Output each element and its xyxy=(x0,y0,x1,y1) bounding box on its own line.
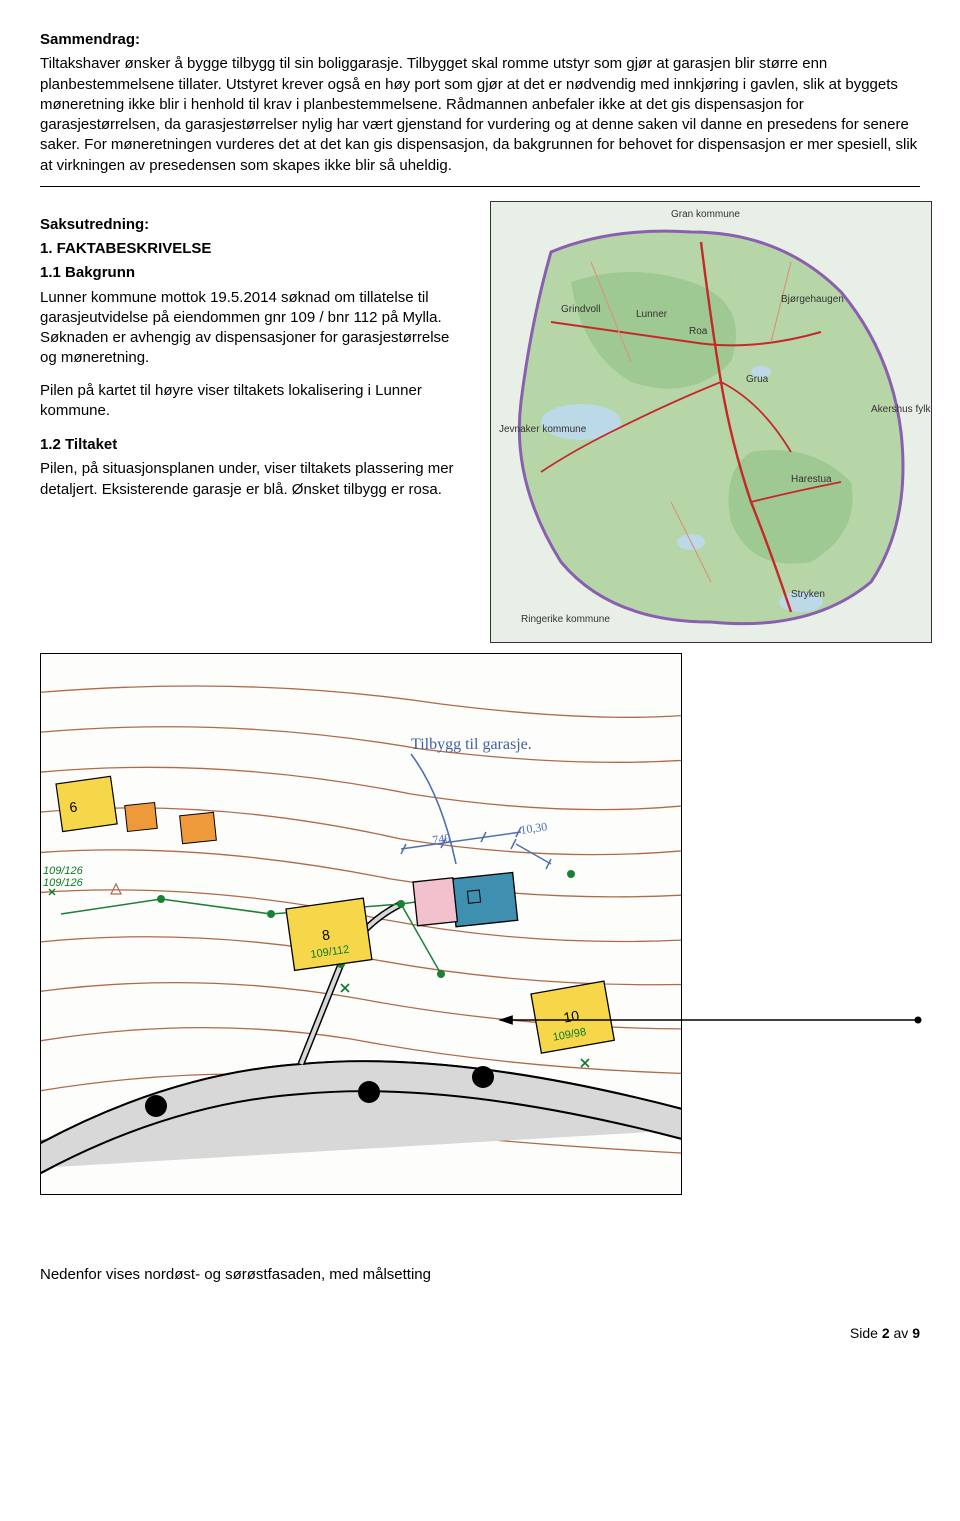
right-column: Grua Roa Lunner Harestua Stryken Grindvo… xyxy=(490,201,932,643)
map-label-grua: Grua xyxy=(746,374,769,385)
map-label-gran: Gran kommune xyxy=(671,209,740,220)
s1-heading: 1. FAKTABESKRIVELSE xyxy=(40,239,470,259)
map-label-ringerike: Ringerike kommune xyxy=(521,614,610,625)
footer-av: av xyxy=(890,1325,913,1341)
situation-plan: 6 8 109/112 10 109/98 xyxy=(40,653,682,1195)
map-label-akershus: Akershus fylke xyxy=(871,404,931,415)
page-footer: Side 2 av 9 xyxy=(40,1325,920,1341)
s11-body1: Lunner kommune mottok 19.5.2014 søknad o… xyxy=(40,288,470,369)
map-label-lunner: Lunner xyxy=(636,309,668,320)
dim-10: 10,30 xyxy=(519,819,548,837)
summary-heading: Sammendrag: xyxy=(40,30,920,50)
map-label-stryken: Stryken xyxy=(791,589,825,600)
s12-body: Pilen, på situasjonsplanen under, viser … xyxy=(40,459,470,500)
map-label-harestua: Harestua xyxy=(791,474,832,485)
map-label-jevnaker: Jevnaker kommune xyxy=(499,424,587,435)
summary-body: Tiltakshaver ønsker å bygge tilbygg til … xyxy=(40,54,920,176)
two-column-region: Saksutredning: 1. FAKTABESKRIVELSE 1.1 B… xyxy=(40,201,920,643)
svg-text:109/126: 109/126 xyxy=(43,877,84,889)
divider xyxy=(40,186,920,187)
hand-label: Tilbygg til garasje. xyxy=(411,736,532,753)
footer-total: 9 xyxy=(912,1325,920,1341)
saksutredning-heading: Saksutredning: xyxy=(40,215,470,235)
caption-bottom: Nedenfor vises nordøst- og sørøstfasaden… xyxy=(40,1265,920,1285)
edge-gnr: 109/126 xyxy=(43,865,84,877)
footer-page: 2 xyxy=(882,1325,890,1341)
dim-740: 740 xyxy=(431,830,451,846)
left-column: Saksutredning: 1. FAKTABESKRIVELSE 1.1 B… xyxy=(40,201,470,504)
footer-side: Side xyxy=(850,1325,882,1341)
page: Sammendrag: Tiltakshaver ønsker å bygge … xyxy=(0,0,960,1371)
map-label-grindvoll: Grindvoll xyxy=(561,304,600,315)
map-label-roa: Roa xyxy=(689,326,708,337)
s11-body2: Pilen på kartet til høyre viser tiltaket… xyxy=(40,381,470,422)
s12-heading: 1.2 Tiltaket xyxy=(40,435,470,455)
locator-map: Grua Roa Lunner Harestua Stryken Grindvo… xyxy=(490,201,932,643)
map-label-bjorge: Bjørgehaugen xyxy=(781,294,844,305)
plot-10-num: 10 xyxy=(562,1007,580,1025)
s11-heading: 1.1 Bakgrunn xyxy=(40,263,470,283)
